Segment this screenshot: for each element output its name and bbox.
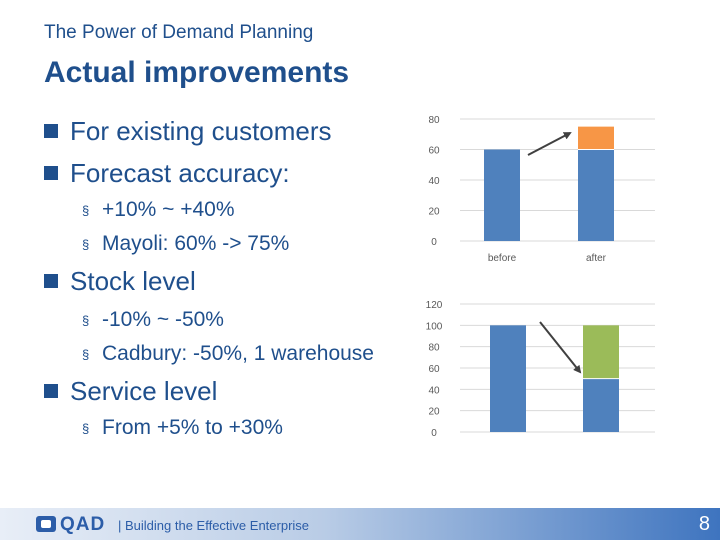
square-bullet-icon bbox=[44, 124, 58, 138]
y-tick-label: 40 bbox=[428, 385, 440, 396]
square-bullet-icon bbox=[44, 274, 58, 288]
arrow-down-icon bbox=[539, 321, 582, 374]
bar-segment bbox=[583, 378, 619, 432]
arrow-up-icon bbox=[527, 132, 572, 156]
square-bullet-icon bbox=[44, 384, 58, 398]
y-tick-label: 60 bbox=[428, 364, 440, 375]
forecast-accuracy-chart: 0 20 40 60 80 before after bbox=[428, 115, 655, 264]
y-tick-label: 80 bbox=[428, 343, 440, 354]
footer-logo: QAD bbox=[60, 514, 106, 535]
y-tick-label: 0 bbox=[431, 237, 437, 248]
small-square-bullet-icon: § bbox=[82, 313, 90, 328]
footer-bar: QAD | Building the Effective Enterprise … bbox=[0, 508, 720, 540]
y-tick-label: 20 bbox=[428, 407, 440, 418]
bar-segment bbox=[490, 325, 526, 432]
small-square-bullet-icon: § bbox=[82, 347, 90, 362]
qad-logo-icon bbox=[36, 516, 56, 532]
footer-tagline: | Building the Effective Enterprise bbox=[118, 518, 310, 533]
small-square-bullet-icon: § bbox=[82, 421, 90, 436]
category-label: after bbox=[586, 253, 607, 264]
y-tick-label: 80 bbox=[428, 115, 440, 126]
y-tick-label: 60 bbox=[428, 146, 440, 157]
bar-segment bbox=[583, 325, 619, 379]
stock-level-chart: 0 20 40 60 80 100 120 bbox=[426, 300, 655, 439]
header-title: The Power of Demand Planning bbox=[44, 22, 314, 43]
bar-segment bbox=[578, 126, 614, 150]
small-square-bullet-icon: § bbox=[82, 237, 90, 252]
y-tick-label: 20 bbox=[428, 207, 440, 218]
page-number: 8 bbox=[698, 513, 710, 535]
category-label: before bbox=[488, 253, 517, 264]
y-tick-label: 100 bbox=[426, 321, 443, 332]
bar-segment bbox=[484, 149, 520, 241]
y-tick-label: 0 bbox=[431, 428, 437, 439]
y-tick-label: 120 bbox=[426, 300, 443, 311]
square-bullet-icon bbox=[44, 166, 58, 180]
bar-segment bbox=[578, 149, 614, 241]
slide-title: Actual improvements bbox=[44, 56, 350, 89]
y-tick-label: 40 bbox=[428, 176, 440, 187]
small-square-bullet-icon: § bbox=[82, 203, 90, 218]
